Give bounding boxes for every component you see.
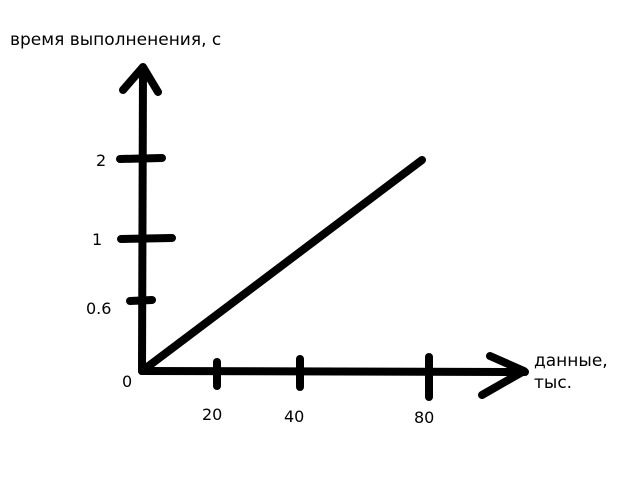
x-tick-label: 80 [414, 408, 434, 427]
y-tick-mark [126, 296, 156, 305]
origin-label: 0 [122, 372, 132, 391]
y-tick-mark [116, 154, 166, 163]
x-axis-label-line-1: данные, [534, 351, 608, 371]
y-axis [138, 64, 147, 375]
ticks [116, 154, 433, 401]
x-tick-label: 40 [284, 407, 304, 426]
y-tick-label: 1 [92, 230, 102, 249]
labels: время выполненения, с данные,тыс. 0 0.6 1 2 20… [10, 30, 608, 427]
y-tick-label: 2 [96, 151, 106, 170]
series [138, 156, 426, 375]
y-axis-arrow [119, 63, 162, 96]
axes [119, 63, 529, 399]
series-line [138, 156, 426, 375]
x-axis-label-line-2: тыс. [534, 373, 572, 393]
x-axis [138, 367, 529, 376]
y-tick-mark [117, 234, 176, 243]
y-axis-label: время выполненения, с [10, 30, 221, 50]
y-tick-label: 0.6 [86, 299, 111, 318]
x-axis-arrow [478, 352, 528, 399]
x-tick-label: 20 [202, 405, 222, 424]
